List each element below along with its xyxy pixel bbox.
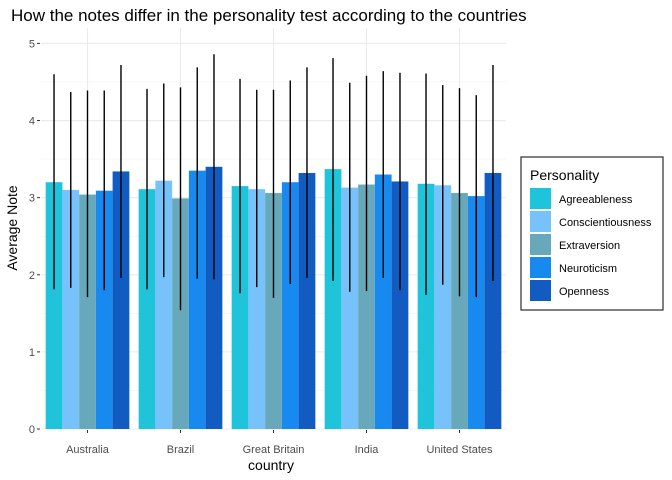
bar-conscientiousness-brazil [155,180,173,429]
bar-agreeableness-india [324,169,342,429]
bar-conscientiousness-india [341,187,359,429]
bar-openness-australia [112,171,130,429]
y-tick-label: 3 [29,193,35,205]
bar-conscientiousness-great-britain [248,189,266,429]
bar-neuroticism-australia [95,190,113,429]
legend-items: Agreeableness Conscientiousness Extraversi… [530,188,652,301]
bar-agreeableness-united-states [417,183,435,429]
x-tick-label: Brazil [167,444,195,456]
y-tick-label: 1 [29,347,35,359]
x-tick-label: United States [426,444,493,456]
bar-openness-great-britain [298,172,316,429]
bar-openness-india [391,181,409,429]
legend-title: Personality [530,167,599,183]
y-tick-label: 2 [29,270,35,282]
bar-agreeableness-great-britain [231,186,249,429]
legend: Personality Agreeableness Conscientiousne… [520,156,664,311]
legend-label-agreeableness: Agreeableness [559,194,633,206]
legend-label-conscientiousness: Conscientiousness [559,217,652,229]
error-bars [53,54,494,311]
x-axis: Australia Brazil Great Britain India United … [66,430,493,456]
chart-title: How the notes differ in the personality … [11,6,527,25]
x-axis-title: country [248,457,294,473]
legend-swatch-neuroticism [530,257,551,278]
legend-swatch-extraversion [530,234,551,255]
bar-extraversion-australia [79,194,96,429]
bar-neuroticism-great-britain [281,182,299,429]
bar-extraversion-united-states [451,193,468,429]
x-tick-label: Australia [66,444,110,456]
bar-extraversion-great-britain [265,193,282,429]
x-tick-label: India [355,444,380,456]
bar-conscientiousness-australia [62,189,80,429]
bar-agreeableness-australia [45,182,63,429]
y-axis-title: Average Note [4,185,20,271]
bar-openness-brazil [205,166,223,430]
bar-agreeableness-brazil [138,189,156,429]
legend-label-extraversion: Extraversion [559,240,620,252]
legend-swatch-conscientiousness [530,211,551,232]
bar-openness-united-states [484,172,502,429]
bars [45,166,502,430]
bar-neuroticism-united-states [467,196,485,429]
y-tick-label: 4 [29,116,35,128]
bar-neuroticism-brazil [188,170,206,430]
legend-label-openness: Openness [559,286,610,298]
legend-swatch-openness [530,280,551,301]
y-tick-label: 0 [29,424,35,436]
y-tick-label: 5 [29,38,35,50]
bar-extraversion-india [358,184,375,429]
y-axis: 0 1 2 3 4 5 [29,38,40,436]
x-tick-label: Great Britain [243,444,305,456]
bar-conscientiousness-united-states [434,185,452,429]
legend-label-neuroticism: Neuroticism [559,263,617,275]
legend-swatch-agreeableness [530,188,551,209]
bar-extraversion-brazil [172,198,189,429]
bar-neuroticism-india [374,174,392,429]
